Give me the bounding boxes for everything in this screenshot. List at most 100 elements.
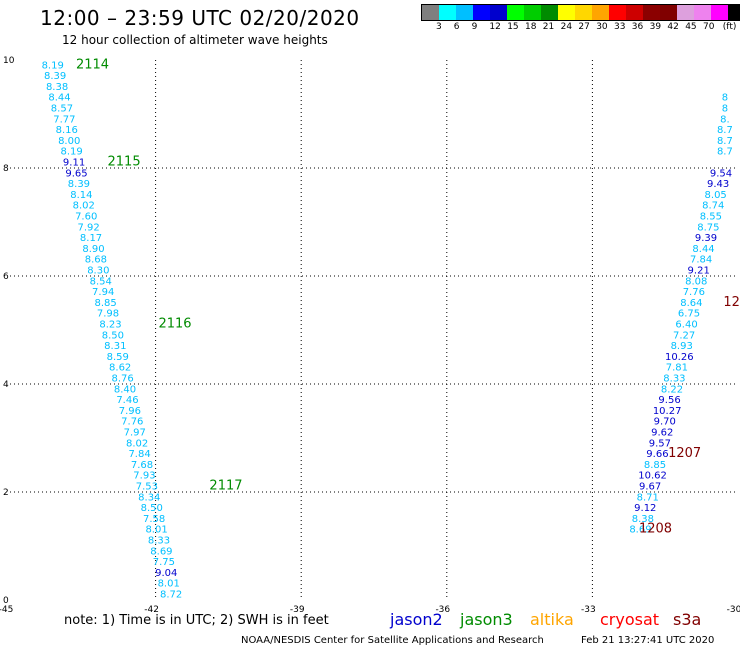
legend-label: 15 xyxy=(507,22,519,32)
wave-height-value: 8.55 xyxy=(700,212,722,223)
y-tick-label: 6 xyxy=(3,272,9,282)
wave-height-value: 8.14 xyxy=(70,190,92,201)
wave-height-value: 8 xyxy=(722,104,728,115)
wave-height-value: 9.56 xyxy=(658,395,680,406)
wave-height-value: 6.75 xyxy=(678,309,700,320)
wave-height-value: 9.70 xyxy=(654,417,676,428)
x-tick-label: -39 xyxy=(290,605,305,615)
wave-height-value: 8.59 xyxy=(107,352,129,363)
wave-height-value: 8.17 xyxy=(80,233,102,244)
legend-label: 39 xyxy=(649,22,662,32)
color-scale-legend xyxy=(421,4,740,21)
observations: 8.198.398.388.448.577.778.168.008.199.11… xyxy=(42,60,733,600)
legend-swatch xyxy=(575,5,592,20)
x-tick-label: -45 xyxy=(0,605,13,615)
wave-height-value: 7.84 xyxy=(690,255,712,266)
wave-height-value: 8.19 xyxy=(42,60,64,71)
track-label: 2117 xyxy=(209,479,242,494)
track-labels: 2114 2115 2116 2117 12 1207 1208 xyxy=(76,57,740,536)
wave-height-value: 8.75 xyxy=(697,222,719,233)
wave-height-value: 7.96 xyxy=(119,406,141,417)
wave-height-value: 8.02 xyxy=(126,438,148,449)
axis-ticks: -45 -42 -39 -36 -33 -30 0 2 4 6 8 10 xyxy=(0,56,740,615)
wave-height-value: 8.01 xyxy=(145,525,167,536)
legend-swatch xyxy=(473,5,490,20)
wave-height-value: 9.67 xyxy=(639,482,661,493)
satellite-label: s3a xyxy=(673,610,702,629)
x-tick-label: -33 xyxy=(581,605,596,615)
wave-height-value: 8.85 xyxy=(644,460,666,471)
wave-height-value: 6.40 xyxy=(675,320,697,331)
y-tick-label: 10 xyxy=(3,56,15,66)
wave-height-value: 10.27 xyxy=(653,406,682,417)
wave-height-value: 7.77 xyxy=(53,114,75,125)
wave-height-value: 8.30 xyxy=(87,266,109,277)
wave-height-value: 8.7 xyxy=(717,125,733,136)
wave-height-value: 9.43 xyxy=(707,179,729,190)
legend-label: 12 xyxy=(489,22,501,32)
wave-height-value: 10.62 xyxy=(638,471,667,482)
legend-swatch xyxy=(524,5,541,20)
legend-label: (ft) xyxy=(722,22,737,32)
wave-height-value: 8.85 xyxy=(94,298,116,309)
wave-height-value: 7.98 xyxy=(97,309,119,320)
legend-label: 9 xyxy=(471,22,478,32)
wave-height-value: 8.93 xyxy=(671,341,693,352)
wave-height-value: 8.68 xyxy=(85,255,107,266)
legend-label: 30 xyxy=(596,22,608,32)
wave-height-value: 7.84 xyxy=(128,449,150,460)
footer-note: note: 1) Time is in UTC; 2) SWH is in fe… xyxy=(64,613,329,628)
track-label: 1207 xyxy=(668,446,701,461)
wave-height-value: 8.69 xyxy=(150,546,172,557)
track-label: 1208 xyxy=(639,522,672,537)
wave-height-value: 7.46 xyxy=(116,395,138,406)
wave-height-value: 8.71 xyxy=(637,492,659,503)
satellite-label: altika xyxy=(530,610,574,629)
wave-height-value: 9.57 xyxy=(649,438,671,449)
wave-height-value: 8.40 xyxy=(114,384,136,395)
wave-height-value: 8.44 xyxy=(692,244,714,255)
wave-height-value: 10.26 xyxy=(665,352,694,363)
wave-height-value: 7.75 xyxy=(153,557,175,568)
track-label: 2114 xyxy=(76,57,109,72)
wave-height-value: 8.31 xyxy=(104,341,126,352)
wave-height-value: 8.38 xyxy=(632,514,654,525)
wave-height-value: 8.72 xyxy=(160,590,182,601)
wave-height-value: 8.90 xyxy=(82,244,104,255)
wave-height-value: 7.53 xyxy=(136,482,158,493)
legend-swatch xyxy=(660,5,677,20)
legend-label: 24 xyxy=(560,22,573,32)
wave-height-value: 8.57 xyxy=(51,104,73,115)
legend-swatch xyxy=(507,5,524,20)
wave-height-value: 8.16 xyxy=(56,125,78,136)
track-label: 2115 xyxy=(108,155,141,170)
wave-height-value: 7.93 xyxy=(133,471,155,482)
map-subtitle: 12 hour collection of altimeter wave hei… xyxy=(62,33,328,47)
legend-swatch xyxy=(694,5,711,20)
legend-label: 42 xyxy=(667,22,679,32)
wave-height-value: 8.39 xyxy=(68,179,90,190)
y-tick-label: 8 xyxy=(3,164,9,174)
x-tick-label: -36 xyxy=(435,605,450,615)
legend-label: 33 xyxy=(614,22,626,32)
track-label: 12 xyxy=(723,295,740,310)
wave-height-value: 8.74 xyxy=(702,201,724,212)
wave-height-value: 9.21 xyxy=(688,266,710,277)
legend-swatch xyxy=(711,5,728,20)
wave-height-value: 8.33 xyxy=(663,374,685,385)
wave-height-value: 8.38 xyxy=(46,82,68,93)
wave-height-value: 9.54 xyxy=(710,168,732,179)
wave-height-value: 7.92 xyxy=(77,222,99,233)
wave-height-value: 8.05 xyxy=(705,190,727,201)
legend-label: 18 xyxy=(525,22,537,32)
legend-swatch xyxy=(592,5,609,20)
wave-height-value: 7.76 xyxy=(121,417,143,428)
legend-swatch xyxy=(643,5,660,20)
wave-height-value: 8.62 xyxy=(109,363,131,374)
legend-swatch xyxy=(422,5,439,20)
wave-height-value: 9.62 xyxy=(651,428,673,439)
wave-height-value: 8 xyxy=(722,93,728,104)
legend-label: 3 xyxy=(436,22,442,32)
